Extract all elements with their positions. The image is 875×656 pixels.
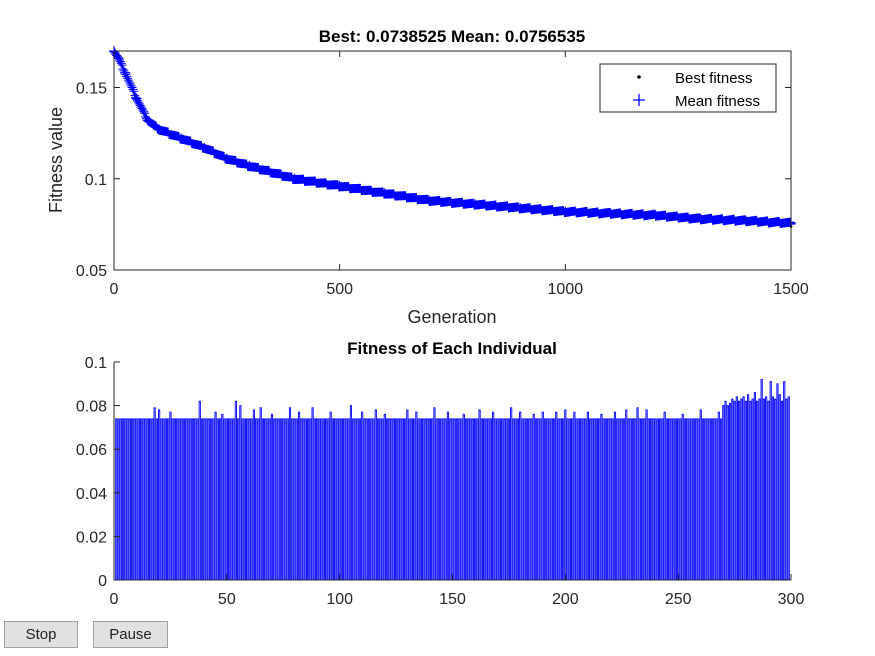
plot2-ytick-label: 0 <box>98 573 107 590</box>
generation-fitness-plot: 0 500 1000 1500 0.05 0.1 0.15 Best: 0.0738525 … <box>46 27 809 327</box>
legend-best-marker <box>637 75 641 79</box>
legend-best-label: Best fitness <box>675 70 753 87</box>
individual-fitness-plot: 0 50 100 150 200 250 300 0 0.02 0.04 0.06 0.08 0.1 F… <box>76 339 805 608</box>
plot1-ytick-label: 0.05 <box>76 263 107 280</box>
plot2-bars <box>115 378 790 581</box>
plot2-xtick-label: 50 <box>218 591 236 608</box>
plot2-ytick-label: 0.06 <box>76 442 107 459</box>
plot2-ticks: 0 50 100 150 200 250 300 0 0.02 0.04 0.06 0.08 0.1 <box>76 355 805 608</box>
plot1-xtick-label: 500 <box>326 281 353 298</box>
plot1-ytick-label: 0.1 <box>85 172 107 189</box>
plot1-xtick-label: 1000 <box>548 281 584 298</box>
legend-mean-marker <box>633 94 645 106</box>
plot1-ytick-label: 0.15 <box>76 81 107 98</box>
plot1-xtick-label: 0 <box>110 281 119 298</box>
stop-button[interactable]: Stop <box>4 621 78 648</box>
legend-box <box>599 63 777 113</box>
plot1-axes-box <box>113 50 792 271</box>
plot2-axes-background <box>114 362 791 580</box>
plot2-xtick-label: 0 <box>110 591 119 608</box>
plot2-xtick-label: 200 <box>552 591 579 608</box>
plot1-ticks: 0 500 1000 1500 0.05 0.1 0.15 <box>76 51 809 298</box>
pause-button[interactable]: Pause <box>93 621 168 648</box>
plot1-series <box>109 46 796 229</box>
legend-mean-label: Mean fitness <box>675 93 760 110</box>
plot1-xlabel: Generation <box>407 307 496 327</box>
plot2-xtick-label: 150 <box>439 591 466 608</box>
plot1-xtick-label: 1500 <box>773 281 809 298</box>
plot2-ytick-label: 0.08 <box>76 399 107 416</box>
plot1-title: Best: 0.0738525 Mean: 0.0756535 <box>319 27 586 46</box>
plot2-xtick-label: 300 <box>778 591 805 608</box>
plot2-ytick-label: 0.04 <box>76 486 107 503</box>
plot1-ylabel: Fitness value <box>46 107 66 213</box>
plot2-xtick-label: 100 <box>326 591 353 608</box>
plot2-title: Fitness of Each Individual <box>347 339 557 358</box>
plot2-ytick-label: 0.02 <box>76 529 107 546</box>
plot2-ytick-label: 0.1 <box>85 355 107 372</box>
plot1-legend: Best fitness Mean fitness <box>599 63 777 113</box>
plot2-xtick-label: 250 <box>665 591 692 608</box>
